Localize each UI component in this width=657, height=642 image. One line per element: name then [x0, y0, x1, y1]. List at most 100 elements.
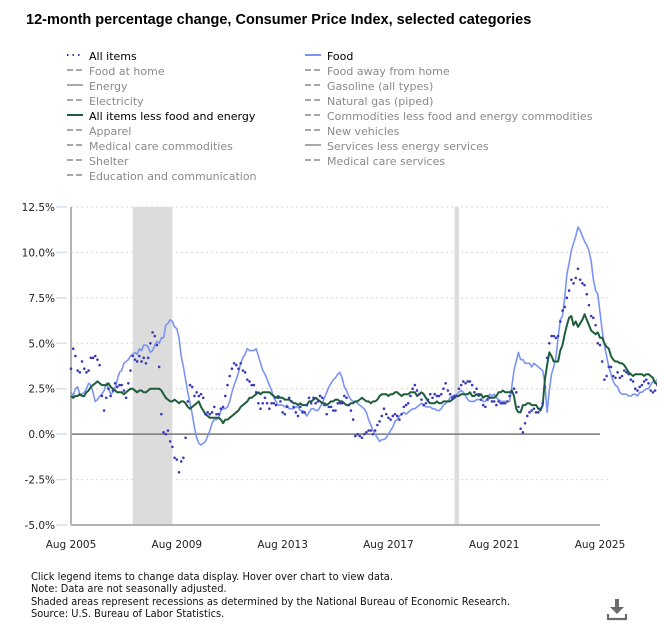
data-point[interactable]: [232, 361, 236, 365]
data-point[interactable]: [182, 456, 185, 460]
data-point[interactable]: [345, 396, 348, 400]
data-point[interactable]: [395, 414, 399, 418]
data-point[interactable]: [651, 391, 655, 394]
data-point[interactable]: [270, 401, 273, 405]
data-point[interactable]: [592, 316, 595, 320]
legend-item-food-away-from-home[interactable]: Food away from home: [304, 63, 450, 78]
data-point[interactable]: [512, 387, 516, 391]
data-point[interactable]: [168, 440, 172, 443]
data-point[interactable]: [603, 378, 606, 381]
legend-item-shelter[interactable]: Shelter: [66, 153, 128, 168]
data-point[interactable]: [589, 314, 593, 318]
data-point[interactable]: [179, 460, 183, 463]
data-point[interactable]: [320, 396, 324, 400]
data-point[interactable]: [468, 380, 472, 383]
data-point[interactable]: [638, 385, 641, 389]
data-point[interactable]: [488, 396, 492, 400]
data-point[interactable]: [118, 383, 121, 387]
data-point[interactable]: [435, 394, 439, 398]
data-point[interactable]: [594, 323, 597, 327]
data-point[interactable]: [204, 412, 207, 416]
data-point[interactable]: [296, 414, 300, 418]
data-point[interactable]: [274, 403, 278, 407]
data-point[interactable]: [98, 363, 101, 367]
data-point[interactable]: [365, 431, 368, 434]
data-point[interactable]: [453, 394, 456, 398]
data-point[interactable]: [437, 394, 441, 398]
data-point[interactable]: [307, 396, 311, 400]
data-point[interactable]: [285, 405, 289, 409]
data-point[interactable]: [631, 380, 635, 383]
data-point[interactable]: [605, 374, 608, 378]
data-point[interactable]: [466, 380, 470, 383]
data-point[interactable]: [492, 400, 496, 403]
data-point[interactable]: [609, 365, 613, 369]
data-point[interactable]: [283, 412, 287, 416]
data-point[interactable]: [102, 409, 106, 412]
data-point[interactable]: [627, 372, 630, 376]
data-point[interactable]: [89, 356, 93, 360]
data-point[interactable]: [164, 432, 168, 436]
data-point[interactable]: [215, 412, 218, 416]
data-point[interactable]: [455, 394, 459, 398]
data-point[interactable]: [268, 407, 271, 411]
data-point[interactable]: [376, 423, 379, 427]
data-point[interactable]: [596, 341, 600, 345]
data-point[interactable]: [129, 369, 132, 372]
data-point[interactable]: [184, 436, 187, 440]
data-point[interactable]: [567, 289, 571, 292]
data-point[interactable]: [369, 429, 373, 432]
data-point[interactable]: [477, 392, 481, 396]
data-point[interactable]: [517, 405, 520, 409]
data-point[interactable]: [406, 401, 410, 405]
data-point[interactable]: [433, 392, 436, 396]
data-point[interactable]: [241, 369, 245, 372]
data-point[interactable]: [171, 445, 174, 449]
data-point[interactable]: [521, 431, 525, 434]
data-point[interactable]: [140, 360, 143, 363]
data-point[interactable]: [497, 400, 500, 403]
data-point[interactable]: [440, 392, 443, 396]
data-point[interactable]: [193, 394, 196, 398]
data-point[interactable]: [422, 403, 425, 407]
data-point[interactable]: [448, 392, 452, 396]
legend-item-food[interactable]: Food: [304, 48, 353, 63]
data-point[interactable]: [155, 343, 159, 347]
data-point[interactable]: [428, 392, 432, 396]
data-point[interactable]: [499, 401, 503, 405]
data-point[interactable]: [91, 356, 95, 360]
data-point[interactable]: [360, 436, 364, 440]
data-point[interactable]: [409, 394, 412, 398]
data-point[interactable]: [576, 267, 580, 271]
data-point[interactable]: [144, 361, 148, 365]
data-point[interactable]: [607, 365, 611, 369]
data-point[interactable]: [431, 396, 434, 400]
data-point[interactable]: [565, 296, 569, 300]
data-point[interactable]: [550, 334, 553, 338]
data-point[interactable]: [243, 371, 247, 374]
data-point[interactable]: [195, 391, 198, 394]
data-point[interactable]: [629, 378, 633, 381]
data-point[interactable]: [611, 374, 615, 378]
data-point[interactable]: [210, 411, 214, 414]
data-point[interactable]: [563, 305, 567, 309]
data-point[interactable]: [380, 414, 384, 418]
data-point[interactable]: [462, 380, 465, 383]
data-point[interactable]: [69, 367, 73, 371]
data-point[interactable]: [539, 407, 542, 411]
data-point[interactable]: [618, 376, 622, 380]
data-point[interactable]: [235, 363, 238, 367]
data-point[interactable]: [373, 429, 377, 432]
data-point[interactable]: [190, 385, 194, 389]
data-point[interactable]: [481, 403, 485, 407]
data-point[interactable]: [653, 389, 657, 392]
data-point[interactable]: [223, 394, 227, 398]
data-point[interactable]: [351, 418, 355, 421]
series-food[interactable]: [70, 226, 657, 446]
data-point[interactable]: [261, 401, 265, 405]
data-point[interactable]: [349, 409, 353, 412]
data-point[interactable]: [514, 391, 518, 394]
data-point[interactable]: [384, 412, 388, 416]
data-point[interactable]: [413, 383, 417, 387]
data-point[interactable]: [226, 383, 229, 387]
